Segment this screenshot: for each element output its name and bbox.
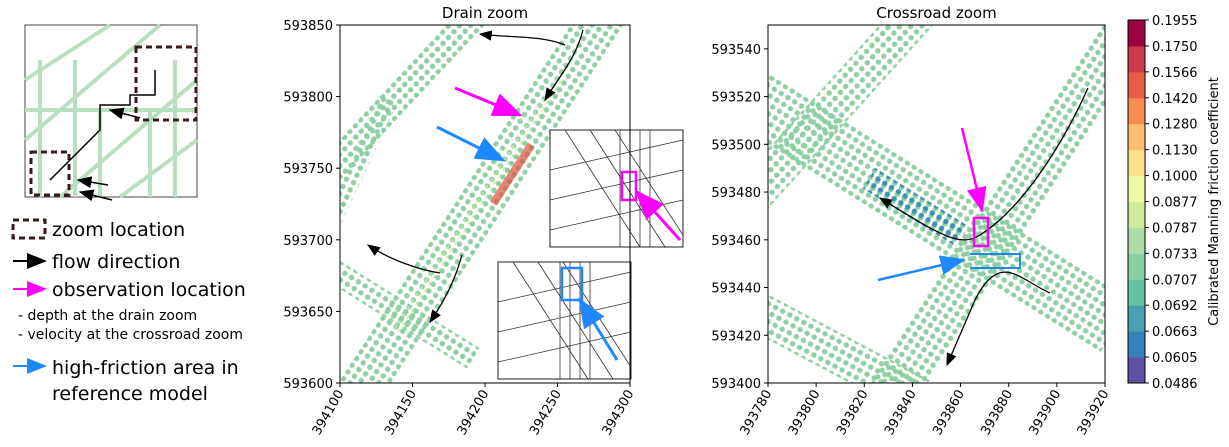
y-tick-label: 593700 [283, 234, 333, 249]
legend-label: flow direction [52, 251, 180, 273]
colorbar-tick-label: 0.0605 [1152, 351, 1198, 366]
legend-label: - velocity at the crossroad zoom [18, 327, 243, 343]
y-tick-label: 593750 [283, 162, 333, 177]
chart-title: Crossroad zoom [876, 4, 996, 22]
colorbar-bin [1128, 201, 1145, 228]
legend-label: reference model [52, 383, 208, 405]
annotation-arrows [366, 29, 682, 361]
colorbar-tick-label: 0.1000 [1152, 170, 1198, 185]
x-tick-label: 394100 [310, 388, 348, 438]
y-tick-label: 593420 [711, 329, 761, 344]
x-tick-label: 394200 [455, 388, 493, 438]
x-tick-label: 394150 [382, 388, 420, 438]
colorbar-tick-label: 0.1750 [1152, 40, 1198, 55]
legend-label: high-friction area in [52, 357, 239, 379]
x-tick-label: 393820 [834, 388, 872, 438]
overview-map [23, 23, 199, 202]
colorbar-label: Calibrated Manning friction coefficient [1207, 77, 1222, 326]
colorbar-bin [1128, 227, 1145, 254]
legend-label: zoom location [52, 219, 185, 241]
y-tick-label: 593500 [711, 138, 761, 153]
colorbar-tick-label: 0.0707 [1152, 273, 1198, 288]
inset [497, 129, 684, 380]
colorbar-bin [1128, 20, 1145, 47]
colorbar-tick-label: 0.1130 [1152, 144, 1198, 159]
colorbar-bin [1128, 123, 1145, 151]
colorbar-tick-label: 0.0787 [1152, 221, 1198, 236]
y-tick-label: 593520 [711, 91, 761, 106]
colorbar-bin [1128, 279, 1145, 306]
colorbar-bin [1128, 175, 1145, 202]
plot-frame [767, 24, 1106, 384]
y-tick-label: 593460 [711, 234, 761, 249]
y-tick-label: 593600 [283, 377, 333, 392]
colorbar-tick-label: 0.1566 [1152, 66, 1198, 81]
colorbar-tick-label: 0.0663 [1152, 325, 1198, 340]
x-tick-label: 393840 [882, 388, 920, 438]
colorbar-bin [1128, 305, 1145, 332]
colorbar-bin [1128, 45, 1145, 73]
x-tick-label: 393900 [1027, 388, 1065, 438]
legend-icon [11, 218, 47, 240]
colorbar-bin [1128, 253, 1145, 280]
y-tick-label: 593440 [711, 282, 761, 297]
x-tick-label: 393800 [786, 388, 824, 438]
x-tick-label: 393880 [978, 388, 1016, 438]
colorbar-tick-label: 0.1280 [1152, 118, 1198, 133]
colorbar-bin [1128, 149, 1145, 177]
colorbar-tick-label: 0.0877 [1152, 196, 1198, 211]
x-tick-label: 394250 [527, 388, 565, 438]
colorbar-bin [1128, 357, 1145, 384]
colorbar-tick-label: 0.0486 [1152, 377, 1198, 392]
chart-title: Drain zoom [442, 4, 528, 22]
colorbar-tick-label: 0.1955 [1152, 14, 1198, 29]
x-tick-label: 393780 [738, 388, 776, 438]
y-tick-label: 593400 [711, 377, 761, 392]
y-tick-label: 593850 [283, 19, 333, 34]
colorbar-tick-label: 0.0692 [1152, 299, 1198, 314]
legend-label: observation location [52, 279, 246, 301]
x-tick-label: 394300 [600, 388, 638, 438]
y-tick-label: 593480 [711, 186, 761, 201]
legend-label: - depth at the drain zoom [18, 308, 197, 324]
colorbar-bin [1128, 71, 1145, 99]
colorbar-bin [1128, 97, 1145, 125]
x-tick-label: 393860 [930, 388, 968, 438]
annotation-arrows [877, 87, 1089, 367]
y-tick-label: 593650 [283, 305, 333, 320]
y-tick-label: 593540 [711, 43, 761, 58]
y-tick-label: 593800 [283, 91, 333, 106]
x-tick-label: 393920 [1075, 388, 1113, 438]
colorbar-tick-label: 0.1420 [1152, 92, 1198, 107]
colorbar-tick-label: 0.0733 [1152, 247, 1198, 262]
colorbar-bin [1128, 331, 1145, 358]
